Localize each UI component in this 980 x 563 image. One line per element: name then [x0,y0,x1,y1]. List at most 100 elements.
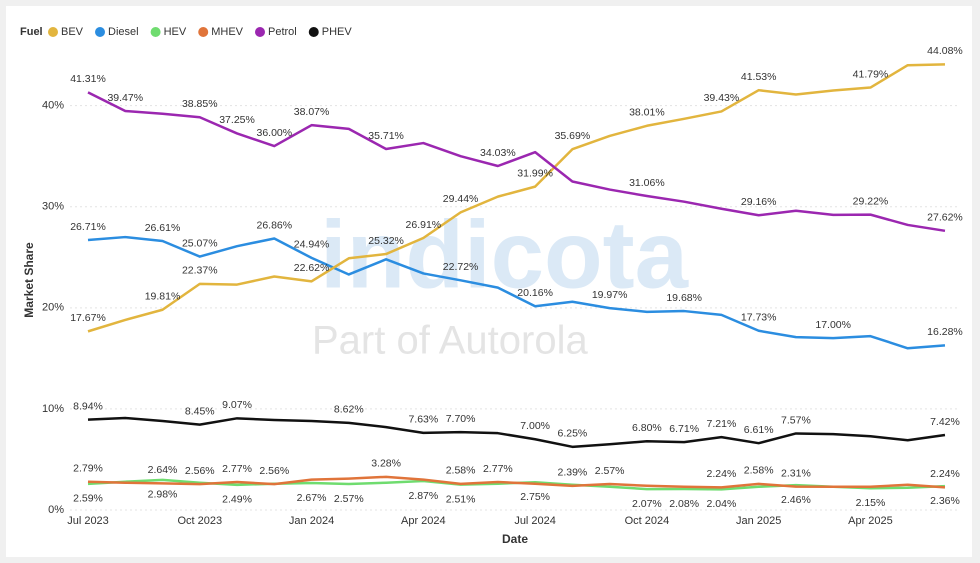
data-label: 7.42% [930,416,960,428]
data-label: 26.91% [406,219,442,231]
legend-label: BEV [61,26,84,38]
data-label: 2.64% [148,464,178,476]
data-label: 29.44% [443,193,479,205]
data-label: 2.56% [185,465,215,477]
data-label: 6.80% [632,422,662,434]
data-label: 8.45% [185,405,215,417]
data-label: 39.43% [704,92,740,104]
data-label: 2.79% [73,463,103,475]
data-label: 2.24% [707,468,737,480]
data-label: 2.56% [259,465,289,477]
data-label: 2.59% [73,493,103,505]
data-label: 35.71% [368,130,404,142]
y-tick-label: 30% [42,201,64,213]
data-label: 2.57% [334,493,364,505]
data-label: 26.71% [70,221,106,233]
data-label: 2.75% [520,491,550,503]
data-label: 6.61% [744,424,774,436]
data-label: 25.32% [368,235,404,247]
series-line [87,63,946,333]
data-label: 20.16% [517,287,553,299]
data-label: 2.46% [781,494,811,506]
legend-swatch [95,27,106,37]
y-axis-title: Market Share [22,242,36,318]
data-label: 22.72% [443,261,479,273]
data-label: 39.47% [107,92,143,104]
data-label: 2.57% [595,465,625,477]
data-label: 41.79% [853,68,889,80]
series-line [87,235,946,350]
data-label: 2.77% [483,463,513,475]
legend-label: HEV [164,26,187,38]
watermark-subtitle: Part of Autorola [312,319,588,363]
legend-title: Fuel [20,26,43,38]
data-label: 2.31% [781,467,811,479]
series-line [87,91,946,233]
x-tick-label: Jan 2025 [736,515,781,527]
chart-background [6,6,972,557]
data-label: 36.00% [256,127,292,139]
data-label: 7.70% [446,413,476,425]
y-tick-label: 40% [42,100,64,112]
legend-label: Petrol [268,26,297,38]
data-label: 26.86% [256,219,292,231]
data-label: 16.28% [927,326,963,338]
data-label: 19.97% [592,289,628,301]
data-label: 35.69% [555,130,591,142]
legend-swatch [198,27,209,37]
data-label: 29.22% [853,195,889,207]
data-label: 17.00% [815,319,851,331]
data-label: 29.16% [741,196,777,208]
data-label: 2.08% [669,498,699,510]
data-label: 22.62% [294,262,330,274]
data-label: 2.24% [930,468,960,480]
x-tick-label: Oct 2023 [177,515,222,527]
y-tick-label: 20% [42,302,64,314]
data-label: 2.49% [222,494,252,506]
x-tick-label: Oct 2024 [625,515,670,527]
data-label: 7.00% [520,420,550,432]
data-label: 2.51% [446,493,476,505]
x-tick-label: Jul 2024 [514,515,556,527]
data-label: 7.63% [408,414,438,426]
data-label: 22.37% [182,265,218,277]
data-label: 8.94% [73,400,103,412]
legend-swatch [150,27,161,37]
data-label: 9.07% [222,399,252,411]
x-tick-label: Apr 2024 [401,515,446,527]
data-label: 2.39% [557,467,587,479]
x-axis-title: Date [502,532,528,546]
data-label: 2.04% [707,498,737,510]
data-label: 37.25% [219,114,255,126]
data-label: 2.58% [446,465,476,477]
data-label: 38.07% [294,106,330,118]
series-line [87,416,946,449]
y-tick-label: 10% [42,403,64,415]
data-label: 19.68% [666,292,702,304]
data-label: 2.87% [408,490,438,502]
x-tick-label: Apr 2025 [848,515,893,527]
data-label: 44.08% [927,45,963,57]
data-label: 41.31% [70,73,106,85]
legend-swatch [48,27,58,37]
data-label: 8.62% [334,404,364,416]
data-label: 31.06% [629,177,665,189]
legend-swatch [308,27,319,37]
data-label: 2.58% [744,465,774,477]
legend-label: Diesel [108,26,139,38]
data-label: 3.28% [371,458,401,470]
data-label: 2.98% [148,489,178,501]
data-label: 38.85% [182,98,218,110]
data-label: 2.77% [222,463,252,475]
data-label: 24.94% [294,239,330,251]
data-label: 41.53% [741,71,777,83]
data-label: 2.15% [856,497,886,509]
x-tick-label: Jul 2023 [67,515,109,527]
data-label: 34.03% [480,147,516,159]
legend-label: PHEV [322,26,353,38]
data-label: 2.07% [632,498,662,510]
data-label: 38.01% [629,107,665,119]
legend-swatch [255,27,265,37]
